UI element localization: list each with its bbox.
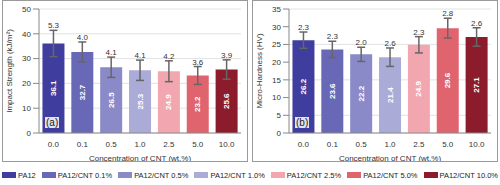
svg-text:35: 35 bbox=[272, 5, 281, 14]
svg-text:3.6: 3.6 bbox=[192, 58, 204, 67]
svg-text:2.3: 2.3 bbox=[298, 23, 310, 32]
svg-text:0.5: 0.5 bbox=[356, 140, 368, 149]
html-text:PA12/CNT 0.1%: PA12/CNT 0.1% bbox=[57, 170, 113, 180]
html-text:(a): (a) bbox=[46, 117, 59, 128]
svg-text:2.8: 2.8 bbox=[442, 9, 454, 18]
svg-text:0.5: 0.5 bbox=[106, 140, 118, 149]
svg-text:5: 5 bbox=[277, 111, 282, 120]
svg-text:20: 20 bbox=[22, 79, 31, 88]
html-text:(b): (b) bbox=[296, 117, 309, 128]
svg-text:40: 40 bbox=[22, 30, 31, 39]
html-text:PA12/CNT 1.0%: PA12/CNT 1.0% bbox=[210, 170, 265, 180]
svg-text:0.1: 0.1 bbox=[327, 140, 339, 149]
svg-text:Concentration of CNT (wt.%): Concentration of CNT (wt.%) bbox=[89, 154, 191, 161]
svg-text:24.9: 24.9 bbox=[164, 94, 173, 110]
svg-text:10.0: 10.0 bbox=[219, 140, 235, 149]
svg-text:0: 0 bbox=[277, 129, 282, 138]
svg-text:3.9: 3.9 bbox=[221, 51, 233, 60]
svg-text:22.2: 22.2 bbox=[357, 85, 366, 101]
svg-text:26.5: 26.5 bbox=[107, 92, 116, 108]
svg-text:2.5: 2.5 bbox=[163, 140, 175, 149]
svg-text:2.3: 2.3 bbox=[413, 28, 425, 37]
svg-text:2.6: 2.6 bbox=[384, 39, 396, 48]
html-text:PA12/CNT 0.5%: PA12/CNT 0.5% bbox=[134, 170, 189, 180]
svg-text:29.6: 29.6 bbox=[443, 72, 452, 88]
svg-text:25.3: 25.3 bbox=[136, 93, 145, 109]
html-text:PA12/CNT 5.0%: PA12/CNT 5.0% bbox=[363, 170, 418, 180]
svg-text:0.0: 0.0 bbox=[298, 140, 310, 149]
svg-text:1.0: 1.0 bbox=[134, 140, 146, 149]
svg-text:4.0: 4.0 bbox=[77, 33, 89, 42]
html-text:PA12/CNT 2.5%: PA12/CNT 2.5% bbox=[286, 170, 342, 180]
svg-text:0.0: 0.0 bbox=[48, 140, 60, 149]
svg-text:30: 30 bbox=[272, 23, 281, 32]
svg-text:Concentration of CNT (wt.%): Concentration of CNT (wt.%) bbox=[339, 154, 441, 161]
svg-text:10.0: 10.0 bbox=[469, 140, 485, 149]
html-text:PA12: PA12 bbox=[18, 170, 36, 180]
svg-text:2.3: 2.3 bbox=[327, 32, 339, 41]
html-text:PA12/CNT 10.0%: PA12/CNT 10.0% bbox=[439, 170, 498, 180]
svg-text:10: 10 bbox=[272, 93, 281, 102]
svg-text:Impact Strength (kJ/m²): Impact Strength (kJ/m²) bbox=[8, 29, 14, 113]
svg-text:20: 20 bbox=[272, 58, 281, 67]
svg-text:2.5: 2.5 bbox=[413, 140, 425, 149]
svg-text:4.1: 4.1 bbox=[134, 51, 146, 60]
svg-text:25: 25 bbox=[272, 40, 281, 49]
svg-text:50: 50 bbox=[22, 5, 31, 14]
svg-text:0.1: 0.1 bbox=[77, 140, 89, 149]
svg-text:2.0: 2.0 bbox=[356, 38, 368, 47]
svg-text:27.1: 27.1 bbox=[472, 77, 481, 93]
svg-text:23.2: 23.2 bbox=[193, 96, 202, 112]
svg-text:4.1: 4.1 bbox=[106, 48, 118, 57]
svg-text:1.0: 1.0 bbox=[384, 140, 396, 149]
svg-text:Micro-Hardness (HV): Micro-Hardness (HV) bbox=[255, 33, 264, 108]
svg-text:26.2: 26.2 bbox=[299, 78, 308, 94]
svg-text:25.6: 25.6 bbox=[222, 93, 231, 109]
svg-text:5.3: 5.3 bbox=[48, 21, 60, 30]
svg-text:21.4: 21.4 bbox=[386, 87, 395, 103]
svg-text:36.1: 36.1 bbox=[49, 80, 58, 96]
svg-text:32.7: 32.7 bbox=[78, 84, 87, 100]
svg-text:5.0: 5.0 bbox=[442, 140, 454, 149]
svg-text:24.9: 24.9 bbox=[414, 81, 423, 97]
svg-text:5.0: 5.0 bbox=[192, 140, 204, 149]
svg-text:10: 10 bbox=[22, 104, 31, 113]
svg-text:2.6: 2.6 bbox=[471, 19, 483, 28]
svg-text:23.6: 23.6 bbox=[328, 83, 337, 99]
svg-text:0: 0 bbox=[27, 129, 32, 138]
svg-text:30: 30 bbox=[22, 54, 31, 63]
svg-text:4.2: 4.2 bbox=[163, 52, 175, 61]
svg-text:15: 15 bbox=[272, 76, 281, 85]
